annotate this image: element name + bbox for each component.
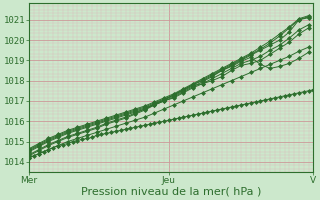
X-axis label: Pression niveau de la mer( hPa ): Pression niveau de la mer( hPa ) [81,187,261,197]
